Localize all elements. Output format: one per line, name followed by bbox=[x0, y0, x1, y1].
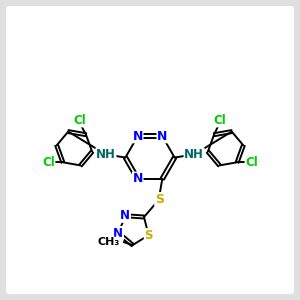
Text: N: N bbox=[120, 209, 130, 222]
Text: CH₃: CH₃ bbox=[98, 237, 120, 247]
Text: S: S bbox=[144, 229, 153, 242]
Text: N: N bbox=[113, 226, 123, 240]
Text: Cl: Cl bbox=[245, 156, 258, 169]
Text: Cl: Cl bbox=[213, 114, 226, 127]
Text: Cl: Cl bbox=[42, 156, 55, 169]
Text: N: N bbox=[133, 130, 143, 143]
Text: N: N bbox=[133, 172, 143, 185]
FancyBboxPatch shape bbox=[6, 6, 294, 294]
Text: N: N bbox=[157, 130, 167, 143]
Text: S: S bbox=[155, 193, 164, 206]
Text: Cl: Cl bbox=[74, 114, 86, 127]
Text: NH: NH bbox=[184, 148, 204, 161]
Text: NH: NH bbox=[96, 148, 116, 161]
